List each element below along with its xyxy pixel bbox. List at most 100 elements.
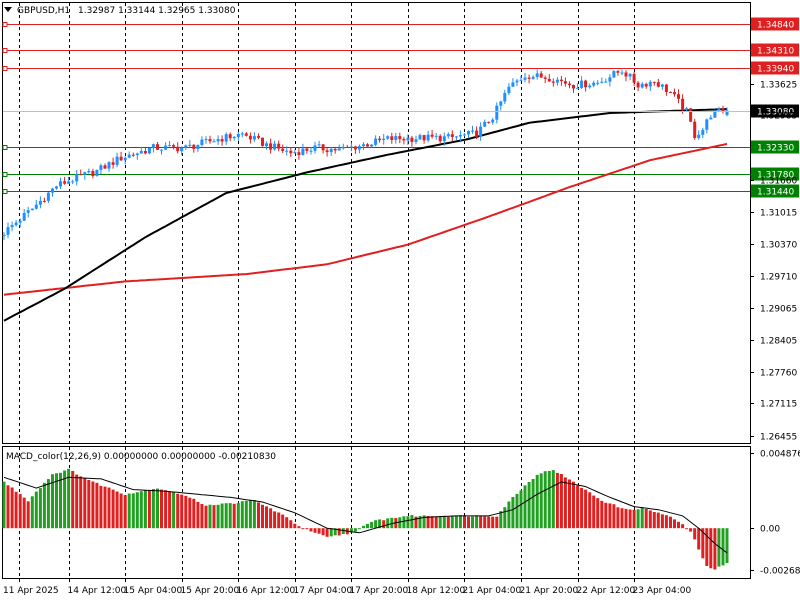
candle-bull: [442, 136, 446, 142]
candle-bull: [67, 181, 71, 184]
macd-bar-up: [458, 515, 462, 529]
macd-bar-up: [523, 485, 527, 529]
price-tick-label: 1.32985: [760, 112, 797, 122]
candle-bull: [701, 129, 705, 135]
time-tick-label: 16 Apr 12:00: [237, 586, 296, 596]
macd-bar-down: [495, 516, 499, 529]
candle-bull: [479, 126, 483, 137]
macd-bar-up: [418, 516, 422, 529]
candle-bear: [422, 135, 426, 141]
macd-bar-up: [362, 525, 365, 529]
macd-bar-down: [265, 506, 268, 529]
macd-bar-down: [123, 495, 127, 529]
macd-bar-down: [321, 528, 325, 536]
macd-bar-down: [612, 504, 616, 529]
candle-bull: [10, 225, 14, 228]
ma-fast-group: [3, 108, 728, 322]
level-price-tag: [751, 61, 799, 75]
macd-tick-label: -0.002680: [760, 567, 800, 577]
macd-bar-down: [559, 474, 563, 529]
macd-bar-down: [204, 505, 208, 529]
macd-bar-down: [604, 502, 608, 529]
candle-bear: [228, 134, 232, 139]
candle-bear: [430, 134, 434, 137]
candle-bull: [46, 192, 50, 201]
candle-bear: [636, 82, 640, 88]
price-tick-label: 1.27760: [760, 369, 797, 379]
candle-bull: [454, 136, 458, 138]
candle-bear: [156, 144, 159, 150]
candle-bear: [192, 144, 196, 149]
macd-bar-down: [677, 521, 680, 529]
macd-bar-up: [471, 516, 474, 529]
macd-bar-down: [232, 503, 236, 529]
candle-bull: [434, 135, 438, 137]
candle-bull: [362, 144, 365, 147]
macd-bar-down: [317, 528, 321, 534]
candle-bull: [216, 139, 220, 142]
macd-bar-up: [208, 504, 212, 529]
macd-bar-up: [511, 497, 515, 529]
candle-bull: [38, 200, 42, 205]
candle-bear: [305, 148, 309, 151]
macd-bar-up: [551, 470, 555, 529]
candle-bear: [669, 92, 672, 93]
macd-bar-down: [568, 479, 571, 529]
macd-bar-up: [398, 517, 402, 529]
macd-bar-down: [628, 509, 632, 529]
time-tick-label: 15 Apr 04:00: [124, 586, 183, 596]
macd-bar-up: [406, 516, 410, 529]
candle-bear: [269, 143, 273, 150]
collapse-triangle-icon[interactable]: [4, 7, 12, 12]
macd-bar-down: [572, 481, 575, 529]
candle-bear: [410, 137, 414, 142]
candle-bull: [446, 134, 450, 137]
macd-bar-up: [341, 528, 345, 534]
macd-bar-down: [588, 492, 592, 529]
ma-slow-group: [3, 142, 728, 296]
macd-bar-down: [164, 490, 168, 529]
macd-bar-up: [240, 501, 244, 529]
candle-bear: [644, 83, 648, 87]
candle-bull: [265, 143, 268, 146]
candle-bull: [168, 145, 172, 147]
macd-bar-down: [147, 490, 151, 529]
macd-bar-down: [555, 472, 559, 529]
macd-bar-up: [370, 521, 374, 529]
time-tick-label: 15 Apr 20:00: [181, 586, 240, 596]
macd-bar-down: [6, 485, 10, 529]
macd-bar-down: [18, 494, 22, 529]
candle-bear: [693, 121, 697, 138]
macd-bar-up: [374, 520, 378, 529]
candle-bull: [30, 208, 34, 211]
macd-bar-up: [527, 482, 531, 529]
macd-bar-up: [390, 517, 394, 529]
candle-bull: [685, 108, 689, 110]
price-panel-frame: [2, 2, 751, 444]
candle-bear: [289, 150, 293, 154]
level-anchor-handle: [2, 189, 8, 194]
candle-bull: [555, 79, 559, 83]
candle-bull: [483, 121, 487, 127]
price-tick-label: 1.29710: [760, 273, 797, 283]
candle-bull: [87, 171, 91, 173]
candle-bear: [539, 73, 543, 78]
macd-bar-down: [709, 528, 713, 569]
macd-bar-down: [584, 489, 588, 529]
macd-bar-up: [224, 503, 228, 529]
macd-bar-up: [34, 491, 38, 529]
macd-bar-down: [673, 519, 676, 529]
horizontal-levels[interactable]: 1.34840 1.34310 1.33940 1.32330 1.31780 1.314…: [2, 17, 799, 198]
candle-bear: [616, 71, 620, 73]
price-tick-label: 1.29065: [760, 305, 797, 315]
macd-bar-down: [483, 516, 487, 529]
time-tick-label: 22 Apr 12:00: [577, 586, 636, 596]
macd-bar-down: [713, 528, 717, 570]
level-price-tag: [751, 140, 799, 154]
candle-bull: [515, 80, 519, 83]
macd-bar-down: [212, 505, 216, 529]
macd-bar-down: [620, 508, 624, 529]
candle-bull: [523, 77, 527, 80]
candle-bull: [107, 162, 111, 169]
